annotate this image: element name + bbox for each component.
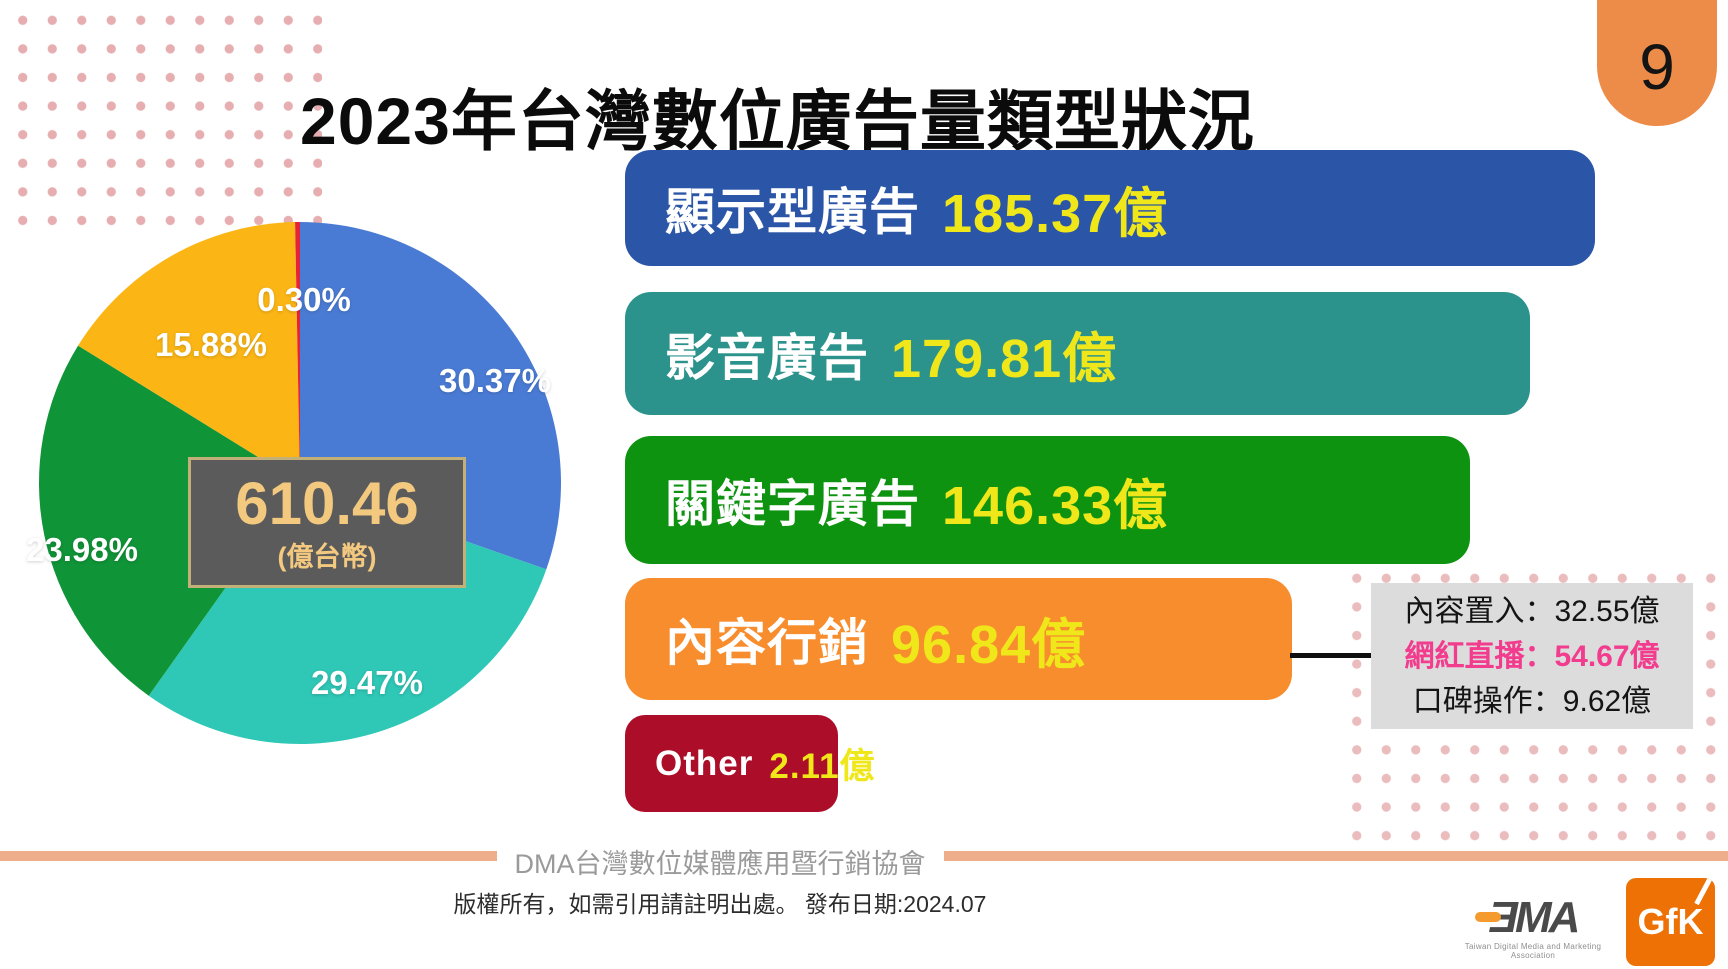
pie-label-display-ads: 30.37% xyxy=(439,362,551,399)
total-unit: (億台幣) xyxy=(277,542,377,572)
bar-value: 179.81億 xyxy=(891,329,1118,389)
pie-label-other: 0.30% xyxy=(257,281,351,318)
bar-other: Other 2.11億 xyxy=(625,715,875,812)
bar-display-ads: 顯示型廣告 185.37億 xyxy=(625,150,1595,266)
gfk-logo: GfK xyxy=(1626,878,1715,966)
callout-line-content-placement: 內容置入：32.55億 xyxy=(1404,594,1660,628)
gfk-logo-text: GfK xyxy=(1637,901,1704,942)
dma-logo: ƎMA Taiwan Digital Media and Marketing A… xyxy=(1448,893,1618,961)
dma-logo-accent xyxy=(1474,912,1501,922)
page-number: 9 xyxy=(1639,31,1675,103)
decor-dots-top-left xyxy=(4,2,322,226)
callout-connector-line xyxy=(1290,653,1374,658)
bar-value: 146.33億 xyxy=(942,475,1169,536)
bar-label: Other xyxy=(655,743,754,783)
callout-line-influencer-live: 網紅直播：54.67億 xyxy=(1404,639,1660,673)
content-marketing-breakdown-callout: 內容置入：32.55億 網紅直播：54.67億 口碑操作：9.62億 xyxy=(1371,583,1693,729)
pie-slice-內容行銷 xyxy=(78,222,300,484)
callout-line-wom: 口碑操作：9.62億 xyxy=(1412,684,1652,718)
bar-label: 影音廣告 xyxy=(665,329,869,386)
pie-slice-Other xyxy=(295,222,300,483)
bar-value: 185.37億 xyxy=(942,183,1169,244)
dma-logo-text: ƎMA xyxy=(1488,893,1581,942)
bar-label: 顯示型廣告 xyxy=(665,184,920,240)
pie-label-content-marketing: 15.88% xyxy=(155,326,267,363)
dma-logo-tagline: Taiwan Digital Media and Marketing Assoc… xyxy=(1464,942,1602,960)
pie-slice-關鍵字廣告 xyxy=(38,345,300,696)
bar-content-marketing: 內容行銷 96.84億 xyxy=(625,578,1292,700)
association-name: DMA台灣數位媒體應用暨行銷協會 xyxy=(420,842,1020,881)
pie-label-keyword-ads: 23.98% xyxy=(26,531,138,568)
bar-label: 內容行銷 xyxy=(665,615,869,671)
page-title: 2023年台灣數位廣告量類型狀況 xyxy=(300,84,1255,159)
page-number-badge: 9 xyxy=(1597,0,1717,126)
bar-video-ads: 影音廣告 179.81億 xyxy=(625,292,1530,415)
bar-keyword-ads: 關鍵字廣告 146.33億 xyxy=(625,436,1470,564)
bar-value: 96.84億 xyxy=(891,614,1087,675)
total-value: 610.46 xyxy=(235,470,419,537)
pie-center-total-box: 610.46 (億台幣) xyxy=(188,457,466,588)
bar-value: 2.11億 xyxy=(769,747,876,786)
gfk-logo-slash xyxy=(1694,878,1715,906)
pie-label-video-ads: 29.47% xyxy=(311,664,423,701)
bar-label: 關鍵字廣告 xyxy=(665,476,920,532)
copyright-note: 版權所有，如需引用請註明出處。 發布日期:2024.07 xyxy=(453,891,987,917)
